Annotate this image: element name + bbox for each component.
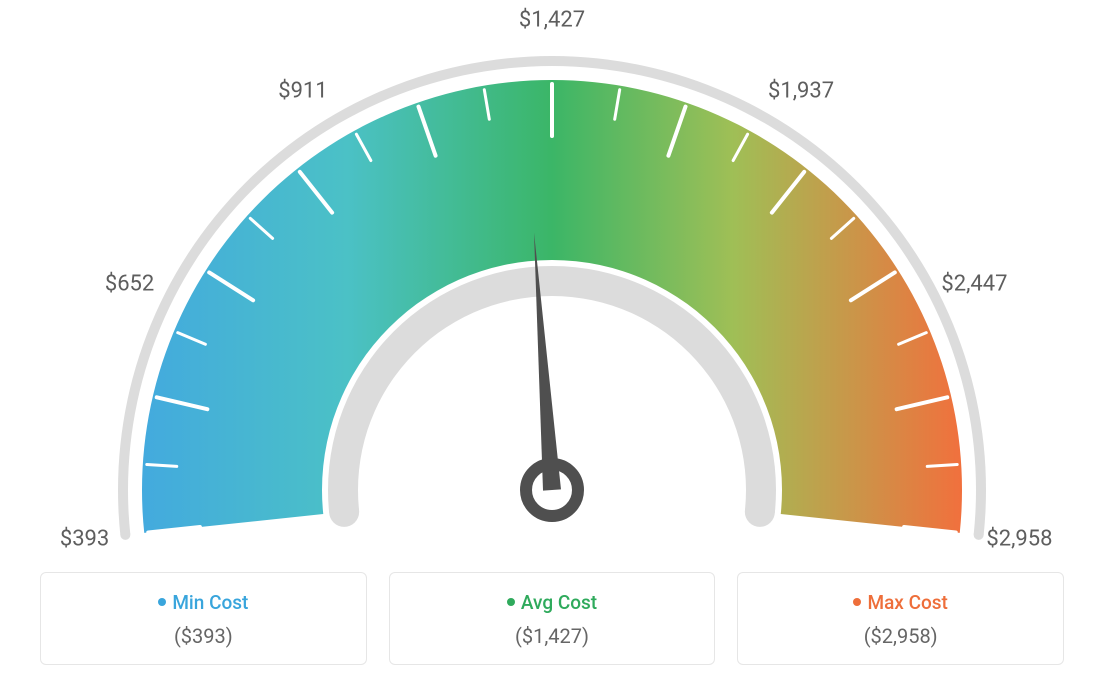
gauge-svg — [0, 0, 1104, 560]
min-cost-label: Min Cost — [41, 591, 366, 614]
gauge-tick-label: $2,447 — [941, 271, 1007, 296]
max-cost-value: ($2,958) — [738, 624, 1063, 648]
summary-cards: Min Cost ($393) Avg Cost ($1,427) Max Co… — [40, 572, 1064, 665]
max-cost-label-text: Max Cost — [867, 591, 947, 614]
avg-cost-card: Avg Cost ($1,427) — [389, 572, 716, 665]
avg-cost-label-text: Avg Cost — [521, 591, 597, 614]
min-cost-label-text: Min Cost — [172, 591, 248, 614]
dot-icon — [507, 598, 515, 606]
gauge-tick-label: $393 — [60, 527, 109, 552]
gauge-tick-label: $1,937 — [768, 79, 834, 104]
min-cost-value: ($393) — [41, 624, 366, 648]
avg-cost-value: ($1,427) — [390, 624, 715, 648]
gauge-chart: $393 $652 $911 $1,427 $1,937 $2,447 $2,958 — [0, 0, 1104, 560]
gauge-tick-label: $2,958 — [986, 527, 1052, 552]
avg-cost-label: Avg Cost — [390, 591, 715, 614]
max-cost-label: Max Cost — [738, 591, 1063, 614]
gauge-tick-label: $652 — [105, 271, 154, 296]
max-cost-card: Max Cost ($2,958) — [737, 572, 1064, 665]
gauge-tick-label: $1,427 — [519, 8, 585, 33]
min-cost-card: Min Cost ($393) — [40, 572, 367, 665]
dot-icon — [853, 598, 861, 606]
dot-icon — [158, 598, 166, 606]
gauge-tick-label: $911 — [278, 79, 327, 104]
